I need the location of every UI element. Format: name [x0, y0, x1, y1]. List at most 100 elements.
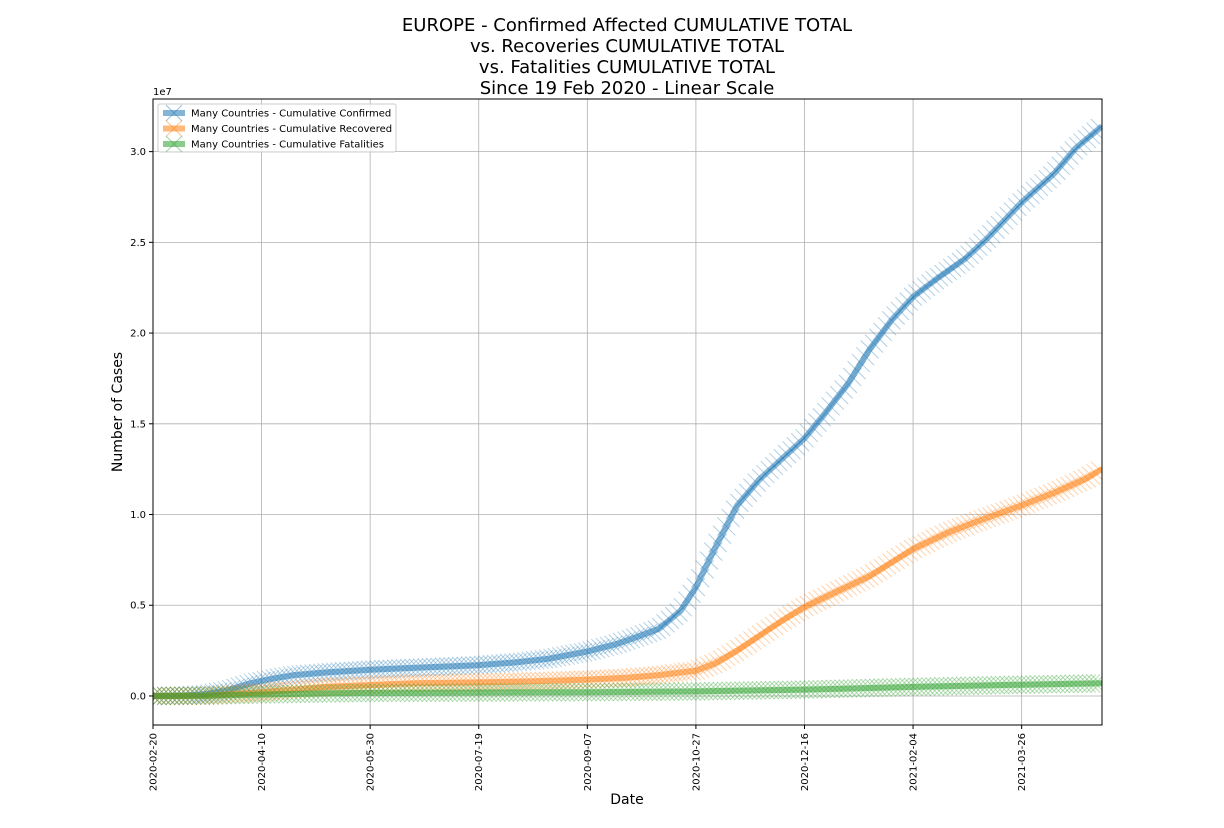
data-marker: [1073, 470, 1092, 490]
data-marker: [1051, 156, 1071, 176]
data-marker: [1025, 491, 1045, 510]
data-marker: [647, 620, 667, 639]
series-layer: [153, 118, 1102, 706]
data-marker: [408, 658, 428, 678]
data-marker: [925, 270, 945, 290]
data-marker: [677, 591, 697, 610]
data-marker: [295, 684, 315, 704]
data-marker: [1068, 472, 1088, 492]
data-marker: [1086, 463, 1102, 483]
data-marker: [860, 566, 879, 586]
x-axis-ticks: 2020-02-20 2020-04-10 2020-05-30 2020-07-19…: [149, 725, 1028, 791]
data-marker: [465, 673, 484, 692]
data-marker: [808, 413, 827, 432]
data-marker: [360, 683, 380, 703]
data-marker: [703, 654, 723, 674]
data-marker: [699, 656, 719, 676]
data-marker: [443, 683, 463, 702]
data-marker: [1016, 494, 1036, 514]
data-marker: [486, 672, 506, 692]
data-marker: [934, 264, 953, 284]
data-marker: [378, 683, 397, 703]
data-marker: [808, 679, 827, 699]
data-marker: [564, 682, 584, 702]
data-marker: [751, 625, 771, 644]
data-marker: [942, 676, 962, 696]
data-marker: [903, 677, 923, 697]
data-marker: [499, 653, 519, 673]
data-marker: [291, 684, 311, 704]
data-marker: [638, 682, 658, 702]
data-marker: [803, 593, 823, 613]
data-marker: [1073, 133, 1092, 152]
data-marker: [586, 669, 606, 689]
data-marker: [408, 683, 428, 703]
data-marker: [456, 673, 476, 692]
data-marker: [300, 684, 319, 704]
data-marker: [469, 673, 489, 692]
data-marker: [773, 610, 793, 630]
data-marker: [934, 525, 953, 545]
data-marker: [738, 483, 758, 503]
legend-marker: [165, 135, 183, 153]
data-marker: [161, 686, 180, 706]
data-marker: [153, 686, 167, 706]
series-line: [153, 680, 1102, 699]
data-marker: [660, 682, 680, 701]
data-marker: [543, 671, 562, 691]
data-marker: [716, 516, 736, 536]
data-marker: [812, 589, 832, 609]
data-marker: [556, 670, 575, 690]
data-marker: [1090, 118, 1102, 138]
data-marker: [469, 655, 489, 675]
data-marker: [751, 468, 771, 488]
data-marker: [795, 597, 814, 617]
data-marker: [551, 646, 571, 666]
data-marker: [625, 667, 645, 687]
data-marker: [690, 568, 710, 588]
data-marker: [517, 672, 536, 691]
data-marker: [669, 603, 688, 622]
y-tick-label: 1.0: [130, 510, 146, 521]
data-marker: [538, 649, 558, 669]
data-marker: [886, 306, 906, 326]
data-marker: [760, 460, 780, 480]
data-marker: [153, 686, 163, 706]
data-marker: [465, 683, 484, 702]
data-marker: [708, 652, 727, 672]
data-marker: [560, 670, 580, 690]
data-marker: [604, 682, 623, 702]
data-marker: [773, 448, 793, 468]
data-marker: [955, 676, 975, 696]
data-marker: [899, 677, 919, 697]
data-marker: [417, 673, 436, 693]
data-marker: [1020, 675, 1040, 694]
data-marker: [968, 237, 988, 257]
data-marker: [990, 503, 1010, 523]
data-marker: [903, 539, 923, 559]
data-marker: [1090, 461, 1102, 480]
data-marker: [838, 374, 858, 394]
data-marker: [460, 683, 480, 702]
data-marker: [986, 505, 1005, 525]
chart-title-line-4: Since 19 Feb 2020 - Linear Scale: [480, 78, 775, 99]
data-marker: [673, 682, 693, 701]
data-marker: [790, 432, 810, 452]
y-tick-label: 1.5: [130, 419, 146, 430]
data-marker: [404, 658, 423, 678]
data-marker: [478, 672, 497, 692]
data-marker: [743, 681, 762, 700]
data-marker: [339, 683, 358, 703]
data-marker: [903, 287, 923, 307]
data-marker: [352, 660, 371, 680]
data-marker: [239, 685, 258, 705]
legend: Many Countries - Cumulative Confirmed Man…: [157, 103, 397, 153]
data-marker: [491, 654, 510, 673]
data-marker: [534, 671, 554, 691]
data-marker: [803, 680, 823, 699]
series-markers: [153, 461, 1102, 706]
data-marker: [921, 677, 940, 696]
data-marker: [538, 682, 558, 702]
data-marker: [951, 676, 971, 696]
data-marker: [886, 677, 906, 697]
